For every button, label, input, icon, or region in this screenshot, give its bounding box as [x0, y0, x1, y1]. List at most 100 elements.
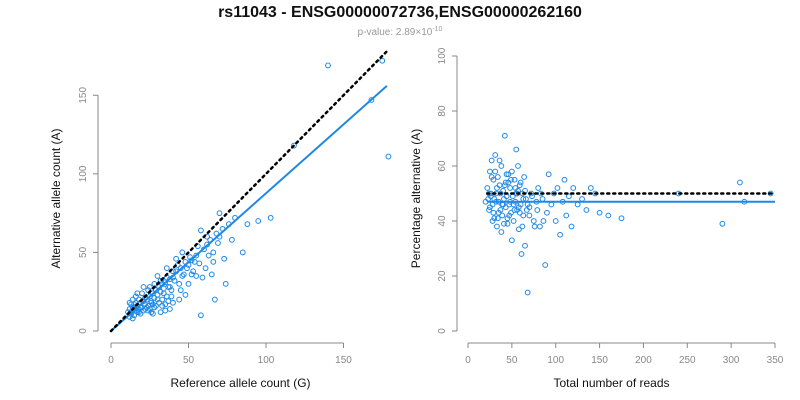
- right-data-point: [548, 201, 555, 208]
- right-y-axis-label: Percentage alternative (A): [409, 129, 423, 268]
- right-data-point: [498, 163, 505, 169]
- left-data-point: [211, 296, 218, 303]
- left-y-tick-label: 0: [78, 328, 89, 334]
- right-data-point: [513, 146, 520, 153]
- right-data-point: [570, 185, 577, 191]
- right-data-point: [488, 174, 495, 180]
- left-data-point: [149, 310, 156, 317]
- right-data-point: [520, 212, 527, 219]
- left-data-point: [205, 252, 212, 259]
- right-data-point: [524, 289, 531, 296]
- left-data-point: [154, 273, 161, 279]
- right-data-point: [488, 157, 495, 164]
- left-data-point: [165, 298, 172, 305]
- left-data-point: [148, 309, 155, 316]
- left-y-tick-label: 100: [78, 165, 89, 182]
- p-value-prefix: p-value: 2.89×10: [358, 27, 433, 38]
- left-data-point: [229, 236, 235, 243]
- right-data-point: [511, 207, 518, 213]
- right-data-point: [719, 220, 726, 227]
- right-x-tick-label: 200: [635, 355, 652, 366]
- right-data-point: [494, 185, 500, 191]
- right-data-point: [583, 207, 590, 213]
- left-data-point: [177, 287, 184, 294]
- left-data-point: [179, 249, 186, 256]
- left-data-point: [188, 271, 195, 278]
- right-data-point: [535, 185, 542, 191]
- right-panel: 0 50 100 150 200 250 300 350 0 20 40 60 80 100 Total n…: [409, 47, 784, 390]
- right-data-point: [539, 196, 546, 202]
- right-data-point: [486, 207, 492, 213]
- right-data-point: [545, 171, 552, 178]
- right-y-tick-label: 60: [437, 160, 448, 172]
- right-data-point: [490, 209, 497, 216]
- right-y-tick-label: 80: [437, 105, 448, 117]
- left-fit-line: [110, 85, 388, 332]
- left-data-point: [176, 280, 183, 287]
- right-data-point: [542, 262, 549, 268]
- left-data-point: [140, 284, 147, 290]
- p-value-exponent: -10: [432, 26, 442, 33]
- right-data-point: [540, 218, 547, 224]
- right-data-point: [502, 179, 509, 186]
- left-data-point: [153, 302, 159, 309]
- right-data-point: [518, 251, 525, 257]
- left-data-point: [190, 268, 197, 275]
- right-data-point: [505, 171, 512, 178]
- right-data-point: [519, 223, 526, 230]
- right-data-point: [508, 168, 515, 175]
- right-data-point: [552, 218, 559, 224]
- right-data-point: [487, 204, 493, 211]
- left-data-point: [167, 306, 173, 312]
- left-data-point: [196, 260, 203, 267]
- right-data-point: [587, 185, 594, 191]
- left-data-point: [151, 280, 158, 287]
- left-data-point: [215, 240, 221, 246]
- left-x-tick-label: 150: [335, 355, 352, 366]
- right-data-point: [526, 212, 533, 219]
- right-data-point: [489, 218, 496, 224]
- left-data-point: [167, 284, 173, 290]
- left-data-point: [210, 249, 217, 256]
- right-x-tick-label: 50: [506, 355, 518, 366]
- right-data-point: [496, 157, 503, 164]
- right-data-point: [503, 171, 510, 178]
- right-data-point: [507, 185, 514, 191]
- left-data-point: [198, 227, 204, 234]
- left-y-axis-label: Alternative allele count (A): [49, 128, 63, 268]
- left-x-tick-label: 0: [108, 355, 114, 366]
- left-data-point: [291, 142, 297, 149]
- left-data-point: [160, 290, 167, 297]
- right-data-point: [574, 201, 581, 208]
- right-data-point: [494, 215, 501, 222]
- left-data-point: [163, 265, 170, 272]
- left-data-point: [157, 309, 164, 316]
- left-data-point: [184, 265, 190, 272]
- right-data-point: [531, 223, 538, 230]
- left-data-point: [129, 315, 136, 322]
- right-data-point: [554, 185, 561, 191]
- right-data-point: [537, 223, 543, 230]
- left-data-point: [210, 258, 217, 265]
- right-data-point: [499, 212, 506, 219]
- right-data-point: [484, 185, 491, 191]
- right-x-axis-label: Total number of reads: [553, 376, 669, 390]
- left-data-point: [213, 230, 220, 237]
- right-data-point: [517, 179, 524, 186]
- left-data-point: [202, 265, 209, 272]
- left-data-point: [222, 280, 229, 287]
- right-data-point: [530, 218, 537, 224]
- right-y-tick-label: 40: [437, 215, 448, 227]
- chart-title: rs11043 - ENSG00000072736,ENSG0000026216…: [218, 4, 582, 21]
- right-data-point: [544, 209, 550, 216]
- right-y-tick-label: 0: [437, 328, 448, 334]
- left-x-axis-label: Reference allele count (G): [170, 376, 310, 390]
- left-data-point: [244, 221, 251, 228]
- right-data-point: [568, 223, 575, 230]
- left-data-point: [159, 296, 166, 303]
- left-data-point: [151, 295, 158, 301]
- right-x-tick-label: 150: [591, 355, 608, 366]
- left-data-point: [325, 62, 331, 69]
- right-data-point: [516, 209, 523, 216]
- left-data-point: [221, 255, 228, 262]
